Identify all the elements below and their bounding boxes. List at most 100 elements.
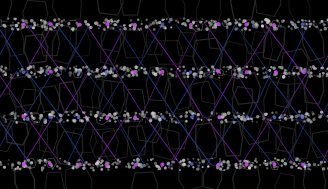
Point xyxy=(104,19,109,22)
Point xyxy=(305,165,310,168)
Point xyxy=(6,159,11,162)
Point xyxy=(15,28,21,31)
Point xyxy=(261,113,266,116)
Point xyxy=(19,27,24,30)
Point xyxy=(2,166,7,169)
Point xyxy=(94,162,99,165)
Point xyxy=(23,113,28,116)
Point xyxy=(254,22,259,26)
Point xyxy=(152,28,157,31)
Point xyxy=(0,67,3,70)
Point xyxy=(81,163,87,167)
Point xyxy=(61,19,67,22)
Point xyxy=(33,76,39,79)
Point xyxy=(52,19,57,22)
Point xyxy=(21,164,26,167)
Point xyxy=(114,166,119,169)
Point xyxy=(274,165,279,168)
Point xyxy=(51,25,56,28)
Point xyxy=(123,27,128,30)
Point xyxy=(101,28,107,31)
Point xyxy=(136,163,142,166)
Point xyxy=(172,120,177,123)
Point xyxy=(43,22,48,25)
Point xyxy=(224,120,229,123)
Point xyxy=(195,113,201,116)
Point xyxy=(20,23,25,26)
Point xyxy=(91,169,96,172)
Point xyxy=(282,113,287,116)
Point xyxy=(74,166,79,169)
Point xyxy=(38,68,44,71)
Point xyxy=(121,68,127,71)
Point xyxy=(142,115,147,118)
Point xyxy=(210,111,215,114)
Point xyxy=(245,117,251,120)
Point xyxy=(196,118,201,121)
Point xyxy=(73,68,79,71)
Point xyxy=(243,160,248,163)
Point xyxy=(254,121,259,124)
Point xyxy=(55,66,60,69)
Point xyxy=(42,159,48,162)
Point xyxy=(265,21,270,24)
Point xyxy=(108,26,113,29)
Point xyxy=(113,20,118,23)
Point xyxy=(280,159,285,162)
Point xyxy=(231,114,236,117)
Point xyxy=(3,120,9,123)
Point xyxy=(13,167,18,170)
Point xyxy=(107,113,113,116)
Point xyxy=(169,167,174,170)
Point xyxy=(49,164,54,167)
Point xyxy=(61,120,67,123)
Point xyxy=(57,157,63,160)
Point xyxy=(143,70,148,73)
Point xyxy=(302,68,307,71)
Point xyxy=(114,64,119,67)
Point xyxy=(253,166,258,169)
Point xyxy=(21,115,26,118)
Point xyxy=(71,119,76,122)
Point xyxy=(206,69,211,72)
Point xyxy=(190,117,195,120)
Point xyxy=(57,113,62,116)
Point xyxy=(88,27,93,30)
Point xyxy=(149,158,154,161)
Point xyxy=(143,120,148,123)
Point xyxy=(9,24,14,27)
Point xyxy=(211,26,216,29)
Point xyxy=(105,70,110,73)
Point xyxy=(105,114,111,117)
Point xyxy=(303,19,308,22)
Point xyxy=(95,165,100,168)
Point xyxy=(288,116,294,119)
Point xyxy=(238,68,243,71)
Point xyxy=(150,157,155,160)
Point xyxy=(56,121,62,124)
Point xyxy=(321,23,326,26)
Point xyxy=(309,71,314,74)
Point xyxy=(133,112,138,115)
Point xyxy=(25,166,30,169)
Point xyxy=(49,28,54,31)
Point xyxy=(134,161,140,164)
Point xyxy=(274,76,279,79)
Point xyxy=(182,163,187,166)
Point xyxy=(318,163,323,166)
Point xyxy=(180,159,185,162)
Point xyxy=(111,27,116,30)
Point xyxy=(38,19,44,22)
Point xyxy=(242,20,247,23)
Point xyxy=(100,114,105,117)
Point xyxy=(291,72,297,75)
Point xyxy=(126,114,131,117)
Point xyxy=(247,29,252,32)
Point xyxy=(141,164,146,167)
Point xyxy=(113,112,119,115)
Point xyxy=(240,67,245,70)
Point xyxy=(279,164,284,167)
Point xyxy=(303,115,308,118)
Point xyxy=(53,69,59,72)
Point xyxy=(322,160,327,163)
